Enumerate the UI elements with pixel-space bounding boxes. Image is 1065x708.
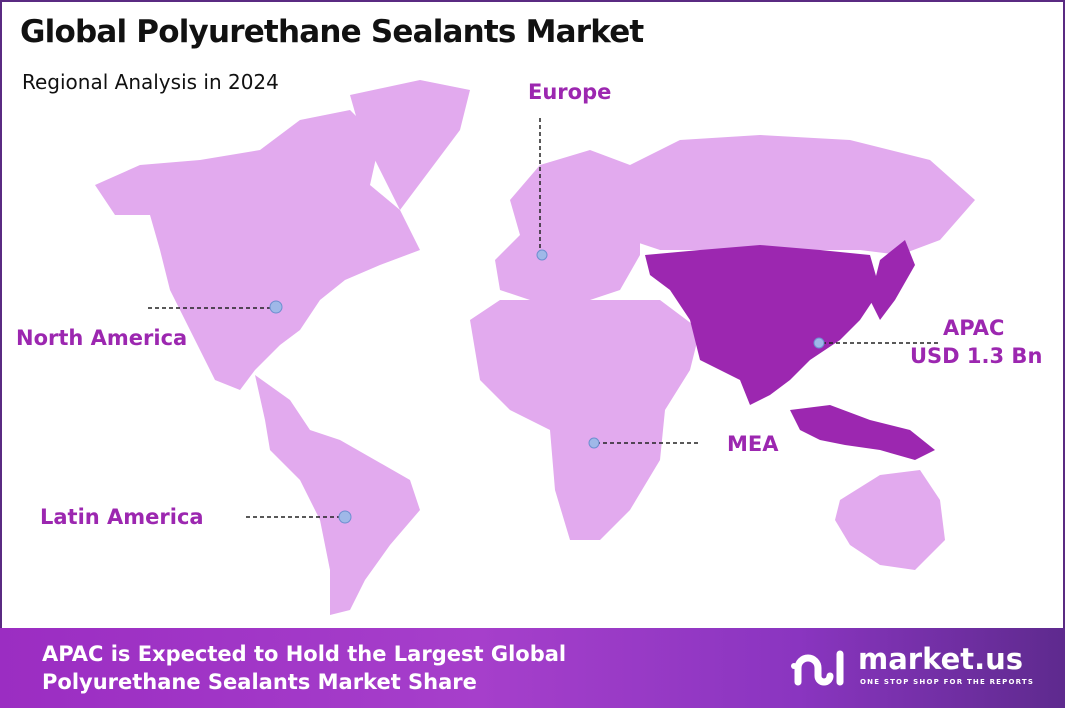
region-europe <box>495 150 640 300</box>
region-greenland <box>350 80 470 210</box>
footer-line-2: Polyurethane Sealants Market Share <box>42 670 477 694</box>
apac-marker <box>813 337 825 349</box>
footer-text: APAC is Expected to Hold the Largest Glo… <box>42 640 566 696</box>
label-north-america: North America <box>16 326 188 350</box>
footer-banner: APAC is Expected to Hold the Largest Glo… <box>0 628 1065 708</box>
north-america-marker <box>269 300 283 314</box>
region-apac <box>645 240 935 460</box>
market-us-logo-icon <box>791 650 844 686</box>
label-apac-value: USD 1.3 Bn <box>910 344 1043 368</box>
logo-tagline: ONE STOP SHOP FOR THE REPORTS <box>860 678 1035 686</box>
page-title: Global Polyurethane Sealants Market <box>20 14 644 50</box>
label-mea: MEA <box>727 432 779 456</box>
footer-line-1: APAC is Expected to Hold the Largest Glo… <box>42 642 567 666</box>
europe-marker <box>536 249 548 261</box>
mea-marker <box>588 437 600 449</box>
logo-wordmark: market.us <box>858 642 1024 676</box>
page-subtitle: Regional Analysis in 2024 <box>22 70 279 94</box>
region-russia <box>620 135 975 255</box>
region-australia <box>835 470 945 570</box>
region-north-america <box>95 110 420 390</box>
label-apac: APAC <box>943 316 1005 340</box>
label-latin-america: Latin America <box>40 505 204 529</box>
region-mea <box>470 300 700 540</box>
world-map <box>95 80 975 615</box>
region-latin-america <box>255 375 420 615</box>
market-us-logo: market.us ONE STOP SHOP FOR THE REPORTS <box>790 642 1040 694</box>
latin-america-marker <box>338 510 352 524</box>
label-europe: Europe <box>528 80 612 104</box>
